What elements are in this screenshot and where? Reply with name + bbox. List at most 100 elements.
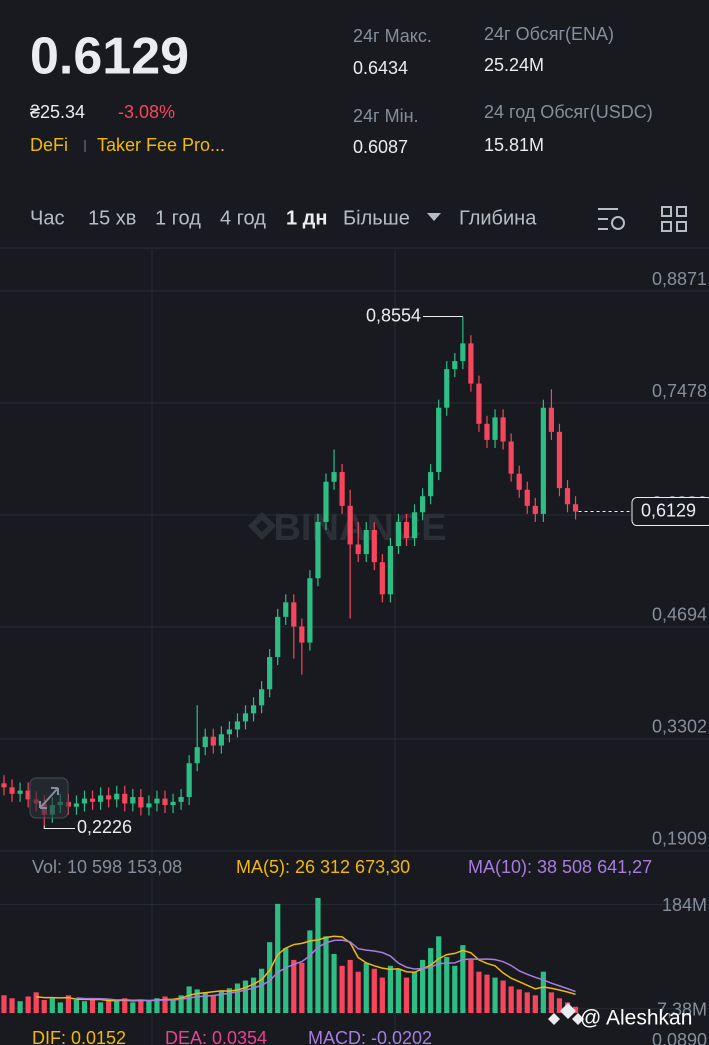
candle-body [548, 407, 554, 432]
candle-body [194, 747, 200, 764]
volume-bar [194, 989, 200, 1013]
tag[interactable]: Taker Fee Pro... [97, 135, 225, 155]
candle-body [234, 721, 241, 730]
candle-body [339, 472, 345, 506]
candle-body [307, 578, 313, 643]
layout-icon[interactable] [661, 206, 687, 232]
tag[interactable]: DeFi [30, 135, 68, 155]
candle-body [98, 795, 104, 802]
candle-body [331, 472, 337, 482]
last-price-box [631, 497, 709, 527]
watermark-logo [248, 512, 276, 540]
candle-body [1, 783, 7, 788]
tab-active[interactable]: 1 дн [286, 207, 327, 229]
candle-body [468, 343, 474, 384]
volume-bar [452, 965, 458, 1013]
candle-body [226, 729, 232, 735]
volume-bar [508, 986, 514, 1013]
candle-body [347, 505, 353, 545]
volume-bar [299, 962, 305, 1013]
candle-body [250, 705, 257, 714]
min-marker [43, 825, 75, 829]
volume-bar [202, 992, 208, 1013]
candle-body [81, 798, 88, 804]
volume-bar [516, 989, 522, 1013]
tab[interactable]: Час [30, 207, 64, 229]
candle-body [283, 602, 289, 617]
volume-bar [403, 977, 410, 1013]
fiat-price: ₴25.34 [30, 102, 85, 122]
y-tick-label: 0,1909 [652, 829, 707, 849]
volume-bar [146, 1001, 152, 1013]
candle-body [516, 473, 522, 490]
tag-separator [84, 140, 86, 152]
tab[interactable]: Глибина [459, 207, 537, 229]
tab[interactable]: 1 год [155, 207, 201, 229]
tab[interactable]: Більше [343, 207, 410, 229]
price: 0.6129 [30, 28, 189, 86]
volume-bar [500, 980, 506, 1013]
candle-body [556, 431, 563, 489]
volume-bar [210, 995, 216, 1013]
candle-body [210, 736, 216, 746]
footer-logo [548, 1003, 584, 1025]
volume-bar [267, 942, 273, 1013]
volume-bar [556, 998, 563, 1013]
volume-bar [395, 968, 402, 1013]
indicator-icon[interactable] [598, 208, 625, 230]
candle-body [275, 616, 281, 658]
tab[interactable]: 4 год [220, 207, 266, 229]
candle-body [540, 407, 546, 514]
candle-body [500, 417, 506, 442]
macd-axis-label: 0.0890 [652, 1030, 707, 1045]
volume-bar [98, 1002, 104, 1013]
volume-bar [363, 962, 369, 1013]
volume-bar [33, 992, 39, 1013]
volume-bar [484, 974, 490, 1013]
candle-body [492, 417, 498, 440]
volume-label: Vol: 10 598 153,08 [32, 857, 182, 877]
watermark: BINANCE [273, 507, 446, 549]
tab[interactable]: 15 хв [88, 207, 136, 229]
candle-body [476, 383, 482, 424]
volume-bar [170, 1000, 176, 1013]
volume-bar [532, 995, 538, 1013]
volume-bar [114, 1001, 120, 1013]
candle-body [436, 407, 442, 473]
candle-body [387, 546, 393, 595]
candle-body [170, 801, 176, 806]
stat-label: 24г Обсяг(ENA) [484, 24, 614, 44]
volume-bar [154, 998, 160, 1013]
grid [0, 250, 709, 1045]
candle-body [25, 790, 31, 800]
volume-bar [492, 977, 498, 1013]
volume-bar [331, 954, 337, 1013]
volume-bar [9, 998, 15, 1013]
volume-bar [355, 971, 361, 1013]
stat-label: 24г Макс. [353, 26, 432, 46]
candle-body [73, 803, 80, 807]
candle-body [524, 489, 530, 506]
candle-body [532, 505, 538, 514]
candle-body [363, 529, 369, 555]
volume-bar [387, 965, 393, 1013]
volume-bar [178, 995, 184, 1013]
candle-body [299, 626, 305, 643]
candle-body [395, 521, 402, 547]
volume-bar [25, 996, 31, 1013]
stat-label: 24 год Обсяг(USDC) [484, 102, 653, 122]
volume-bar [460, 945, 466, 1013]
candle-body [89, 798, 96, 802]
stat-value: 15.81M [484, 135, 544, 155]
volume-bar [572, 1006, 579, 1013]
volume-bar [540, 971, 546, 1013]
volume-bar [379, 977, 385, 1013]
volume-bar [428, 948, 434, 1013]
candle-body [420, 496, 426, 513]
dropdown-arrow [427, 213, 441, 221]
volume-bar [420, 959, 426, 1013]
macd-value: MACD: -0.0202 [308, 1028, 432, 1045]
ma-legend: MA(10): 38 508 641,27 [468, 857, 652, 877]
volume-bar [234, 983, 241, 1013]
